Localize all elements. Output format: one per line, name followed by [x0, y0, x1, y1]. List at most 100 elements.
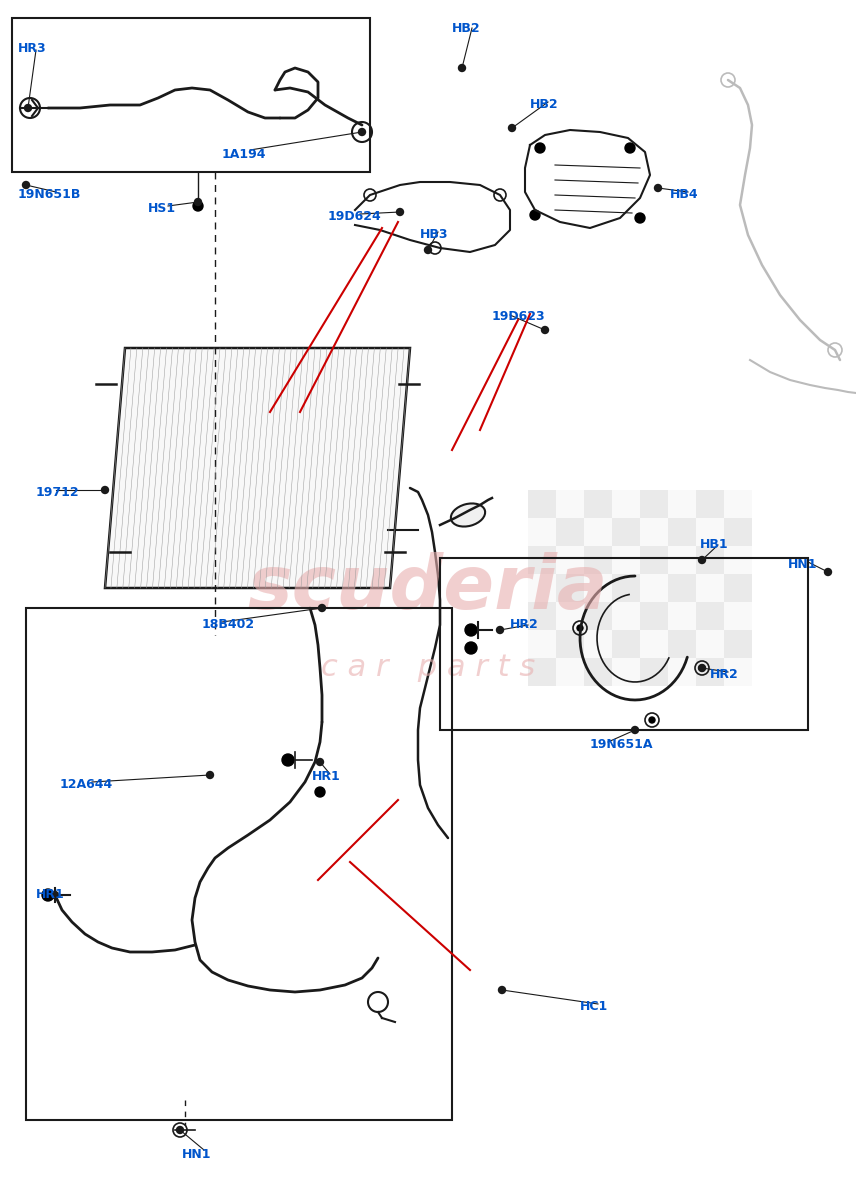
Bar — [696, 546, 724, 574]
Bar — [668, 658, 696, 686]
Bar — [724, 658, 752, 686]
Text: 12A644: 12A644 — [60, 778, 113, 791]
Bar — [440, 558, 808, 730]
Bar — [724, 602, 752, 630]
Text: HN1: HN1 — [788, 558, 817, 571]
Circle shape — [206, 772, 213, 779]
Text: HB2: HB2 — [452, 22, 480, 35]
Circle shape — [315, 787, 325, 797]
Bar — [528, 490, 556, 518]
Bar — [584, 658, 612, 686]
Text: HN1: HN1 — [182, 1148, 211, 1162]
Circle shape — [282, 754, 294, 766]
Circle shape — [824, 569, 831, 576]
Circle shape — [102, 486, 109, 493]
Circle shape — [176, 1127, 183, 1134]
Bar — [612, 602, 640, 630]
Bar — [724, 574, 752, 602]
Bar — [556, 658, 584, 686]
Text: 1A194: 1A194 — [222, 148, 266, 161]
Circle shape — [42, 889, 54, 901]
Bar — [528, 574, 556, 602]
Bar — [556, 518, 584, 546]
Bar — [556, 602, 584, 630]
Circle shape — [465, 642, 477, 654]
Circle shape — [698, 665, 705, 672]
Bar — [640, 574, 668, 602]
Text: HR1: HR1 — [312, 770, 341, 782]
Bar — [612, 630, 640, 658]
Bar — [584, 490, 612, 518]
Bar — [528, 518, 556, 546]
Bar — [528, 546, 556, 574]
Bar — [724, 518, 752, 546]
Bar — [26, 608, 452, 1120]
Bar — [12, 18, 370, 172]
Ellipse shape — [451, 504, 485, 527]
Text: 19N651A: 19N651A — [590, 738, 653, 751]
Circle shape — [25, 104, 32, 112]
Bar — [668, 546, 696, 574]
Polygon shape — [105, 348, 410, 588]
Bar — [668, 574, 696, 602]
Bar — [668, 490, 696, 518]
Bar — [724, 490, 752, 518]
Bar — [612, 546, 640, 574]
Bar — [612, 574, 640, 602]
Bar — [668, 518, 696, 546]
Bar — [584, 546, 612, 574]
Text: HR2: HR2 — [710, 668, 739, 680]
Bar — [668, 630, 696, 658]
Bar — [640, 630, 668, 658]
Text: HR1: HR1 — [36, 888, 65, 901]
Bar — [584, 602, 612, 630]
Bar — [612, 518, 640, 546]
Bar — [696, 630, 724, 658]
Text: HR2: HR2 — [510, 618, 538, 631]
Bar — [640, 546, 668, 574]
Circle shape — [655, 185, 662, 192]
Bar — [556, 490, 584, 518]
Text: HR3: HR3 — [18, 42, 46, 55]
Circle shape — [359, 128, 366, 136]
Circle shape — [194, 198, 201, 205]
Text: 19D624: 19D624 — [328, 210, 382, 223]
Text: c a r   p a r t s: c a r p a r t s — [321, 654, 535, 683]
Text: 19D623: 19D623 — [492, 310, 545, 323]
Circle shape — [699, 665, 705, 671]
Text: scuderia: scuderia — [247, 552, 609, 624]
Bar — [528, 658, 556, 686]
Text: HB4: HB4 — [670, 188, 698, 200]
Text: HB3: HB3 — [420, 228, 449, 241]
Text: 18B402: 18B402 — [202, 618, 255, 631]
Bar — [584, 518, 612, 546]
Text: HB1: HB1 — [700, 538, 728, 551]
Text: 19N651B: 19N651B — [18, 188, 81, 200]
Circle shape — [396, 209, 403, 216]
Text: HB2: HB2 — [530, 98, 559, 110]
Circle shape — [193, 200, 203, 211]
Bar — [584, 574, 612, 602]
Bar — [724, 630, 752, 658]
Text: 19712: 19712 — [36, 486, 80, 499]
Bar — [640, 518, 668, 546]
Bar — [584, 630, 612, 658]
Circle shape — [635, 214, 645, 223]
Bar — [556, 546, 584, 574]
Bar — [696, 574, 724, 602]
Bar — [640, 490, 668, 518]
Circle shape — [530, 210, 540, 220]
Bar — [556, 574, 584, 602]
Bar — [612, 658, 640, 686]
Circle shape — [318, 605, 325, 612]
Circle shape — [625, 143, 635, 152]
Circle shape — [649, 716, 655, 722]
Circle shape — [465, 624, 477, 636]
Circle shape — [425, 246, 431, 253]
Circle shape — [508, 125, 515, 132]
Circle shape — [577, 625, 583, 631]
Circle shape — [632, 726, 639, 733]
Bar — [640, 658, 668, 686]
Bar — [696, 602, 724, 630]
Bar — [528, 630, 556, 658]
